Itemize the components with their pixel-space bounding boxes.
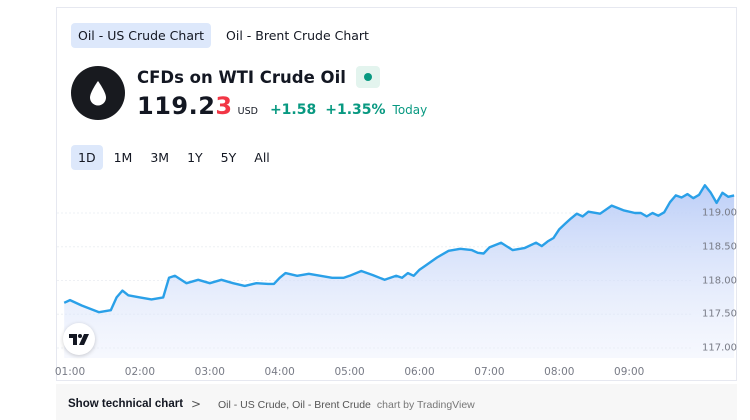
tab-brent-crude[interactable]: Oil - Brent Crude Chart: [226, 28, 369, 43]
price-row: 119.23 USD +1.58 +1.35% Today: [137, 92, 427, 120]
range-5y[interactable]: 5Y: [220, 150, 237, 165]
x-axis-tick: 01:00: [54, 366, 86, 378]
chart-credits: Oil - US Crude, Oil - Brent Crude chart b…: [218, 399, 475, 411]
x-axis-tick: 06:00: [404, 366, 435, 378]
symbol-name: CFDs on WTI Crude Oil: [137, 67, 346, 87]
symbol-header: CFDs on WTI Crude Oil 119.23 USD +1.58 +…: [71, 66, 427, 120]
range-1m[interactable]: 1M: [113, 150, 133, 165]
period-label: Today: [392, 103, 428, 117]
chart-widget: Oil - US Crude Chart Oil - Brent Crude C…: [54, 7, 738, 382]
show-technical-chart-button[interactable]: Show technical chart: [68, 398, 184, 410]
y-axis-tick: 119.00: [702, 207, 737, 219]
range-1d[interactable]: 1D: [71, 145, 103, 170]
currency: USD: [237, 106, 258, 117]
range-1y[interactable]: 1Y: [187, 150, 203, 165]
x-axis-tick: 03:00: [194, 366, 225, 378]
y-axis-tick: 117.00: [702, 342, 737, 354]
x-axis-tick: 05:00: [334, 366, 365, 378]
chart-footer: Show technical chart > Oil - US Crude, O…: [56, 384, 737, 420]
x-axis-tick: 02:00: [124, 366, 156, 378]
x-axis-tick: 08:00: [544, 366, 575, 378]
x-axis-tick: 04:00: [264, 366, 295, 378]
market-open-status-icon[interactable]: [355, 66, 380, 88]
y-axis-tick: 118.50: [702, 241, 737, 253]
range-all[interactable]: All: [254, 150, 270, 165]
y-axis-tick: 118.00: [702, 275, 737, 286]
price-change: +1.58: [269, 102, 317, 118]
y-axis-tick: 117.50: [702, 308, 737, 320]
last-price: 119.23: [137, 92, 233, 120]
range-selector: 1D 1M 3M 1Y 5Y All: [71, 145, 277, 170]
price-area-plot[interactable]: [57, 178, 738, 382]
price-chart[interactable]: 117.00 117.50 118.00 118.50 119.00 01:00 02:0…: [54, 178, 738, 382]
symbols-link[interactable]: Oil - US Crude, Oil - Brent Crude: [218, 399, 371, 411]
range-3m[interactable]: 3M: [150, 150, 170, 165]
chevron-right-icon: >: [191, 397, 202, 411]
tradingview-logo-icon[interactable]: [63, 323, 95, 355]
tradingview-credit[interactable]: chart by TradingView: [376, 399, 475, 411]
tab-us-crude[interactable]: Oil - US Crude Chart: [71, 23, 212, 48]
x-axis-tick: 07:00: [474, 366, 505, 378]
x-axis-tick: 09:00: [614, 366, 645, 378]
oil-drop-icon: [71, 66, 125, 120]
chart-tabs: Oil - US Crude Chart Oil - Brent Crude C…: [71, 23, 376, 48]
price-change-percent: +1.35%: [325, 102, 386, 118]
